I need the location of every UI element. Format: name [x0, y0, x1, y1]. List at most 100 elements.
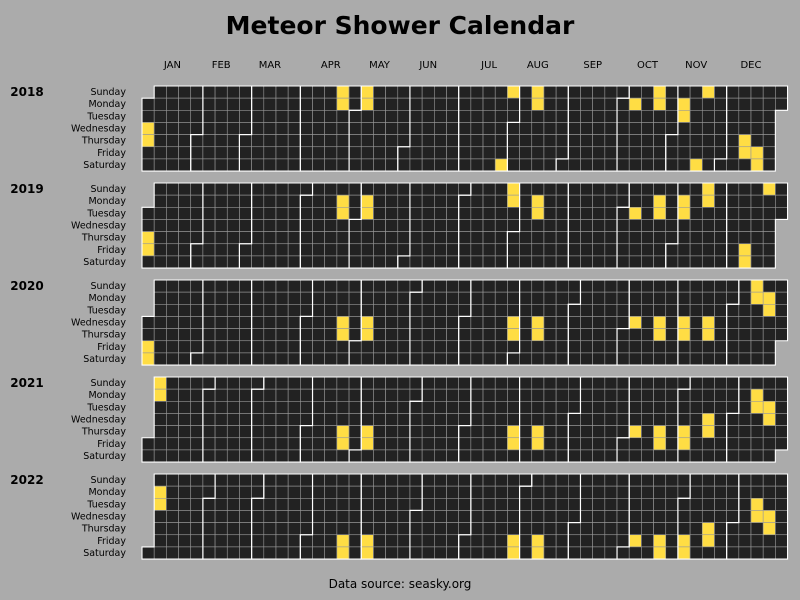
day-cell — [470, 473, 484, 487]
day-cell — [762, 85, 776, 99]
day-cell — [421, 134, 435, 148]
day-cell — [263, 376, 277, 390]
day-cell — [494, 182, 508, 196]
day-cell — [592, 291, 606, 305]
day-cell — [604, 473, 618, 487]
day-cell — [446, 303, 459, 317]
day-cell — [628, 279, 642, 293]
day-cell — [701, 207, 715, 220]
day-cell — [628, 85, 642, 99]
day-cell — [738, 97, 752, 111]
day-cell — [178, 437, 192, 451]
day-cell — [275, 182, 289, 196]
day-cell — [166, 291, 179, 305]
day-cell — [458, 122, 472, 135]
year-label: 2021 — [10, 376, 43, 390]
day-cell — [300, 316, 313, 329]
day-cell — [434, 485, 447, 499]
day-cell — [726, 437, 740, 451]
day-cell — [458, 425, 472, 439]
day-cell — [373, 291, 386, 305]
day-cell — [714, 110, 727, 123]
day-cell — [677, 413, 691, 426]
shower-day-cell — [677, 316, 691, 329]
shower-day-cell — [653, 207, 667, 220]
day-cell — [360, 243, 374, 257]
day-cell — [397, 425, 411, 439]
shower-day-cell — [653, 425, 667, 439]
day-cell — [324, 158, 338, 172]
day-cell — [482, 303, 496, 317]
day-cell — [458, 255, 472, 269]
day-cell — [531, 110, 545, 123]
day-cell — [287, 194, 301, 208]
day-cell — [263, 522, 277, 536]
day-cell — [738, 510, 752, 523]
day-cell — [470, 413, 484, 426]
day-cell — [738, 207, 752, 220]
day-cell — [421, 316, 435, 329]
day-cell — [580, 85, 593, 99]
day-cell — [665, 182, 679, 196]
day-cell — [458, 400, 472, 414]
day-cell — [214, 207, 228, 220]
day-cell — [494, 510, 508, 523]
day-cell — [251, 231, 265, 245]
day-cell — [324, 291, 338, 305]
day-cell — [677, 182, 691, 196]
day-cell — [762, 328, 776, 342]
day-cell — [555, 376, 569, 390]
day-cell — [373, 279, 386, 293]
day-cell — [592, 352, 606, 366]
day-cell — [287, 146, 301, 160]
day-cell — [434, 158, 447, 172]
day-cell — [373, 437, 386, 451]
day-cell — [507, 522, 520, 536]
day-cell — [360, 291, 374, 305]
weekday-label: Monday — [88, 99, 126, 110]
day-cell — [507, 485, 520, 499]
day-cell — [251, 291, 265, 305]
shower-day-cell — [628, 425, 642, 439]
day-cell — [482, 485, 496, 499]
day-cell — [592, 449, 606, 463]
day-cell — [616, 437, 630, 451]
day-cell — [239, 279, 252, 293]
day-cell — [555, 340, 569, 354]
day-cell — [714, 303, 727, 317]
day-cell — [202, 291, 216, 305]
day-cell — [202, 207, 216, 220]
day-cell — [567, 437, 581, 451]
day-cell — [300, 413, 313, 426]
day-cell — [762, 376, 776, 390]
day-cell — [592, 146, 606, 160]
day-cell — [494, 146, 508, 160]
day-cell — [701, 437, 715, 451]
day-cell — [543, 158, 557, 172]
day-cell — [543, 303, 557, 317]
day-cell — [555, 122, 569, 135]
day-cell — [226, 449, 240, 463]
day-cell — [726, 425, 740, 439]
day-cell — [385, 376, 399, 390]
day-cell — [689, 219, 703, 232]
day-cell — [226, 340, 240, 354]
day-cell — [775, 400, 788, 414]
day-cell — [397, 122, 411, 135]
day-cell — [178, 158, 192, 172]
day-cell — [726, 207, 740, 220]
day-cell — [202, 546, 216, 560]
day-cell — [775, 291, 788, 305]
day-cell — [409, 546, 423, 560]
day-cell — [628, 437, 642, 451]
day-cell — [263, 340, 277, 354]
day-cell — [470, 522, 484, 536]
day-cell — [446, 400, 459, 414]
day-cell — [214, 158, 228, 172]
day-cell — [434, 97, 447, 111]
day-cell — [300, 352, 313, 366]
day-cell — [677, 291, 691, 305]
day-cell — [653, 388, 667, 402]
day-cell — [677, 400, 691, 414]
day-cell — [385, 340, 399, 354]
